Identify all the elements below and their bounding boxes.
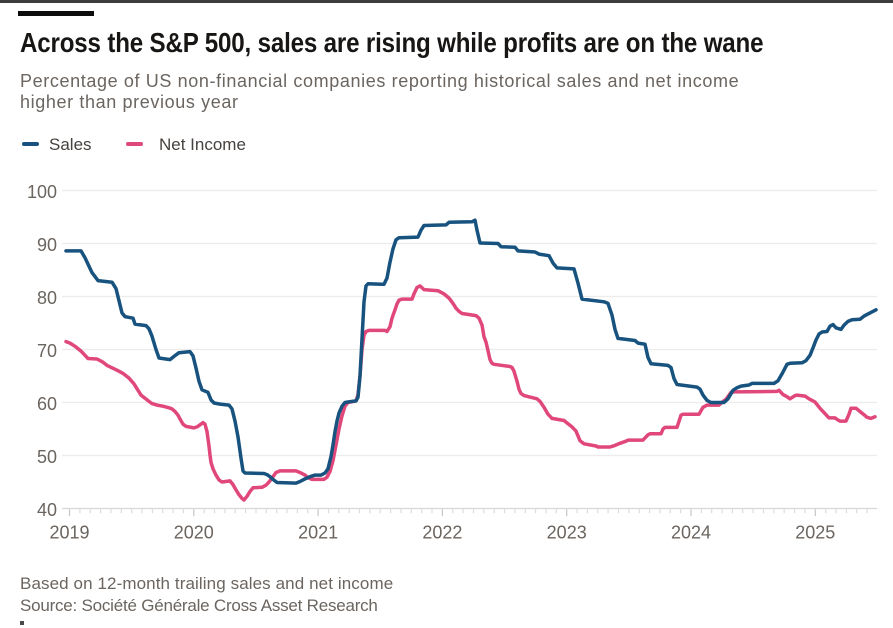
svg-text:2024: 2024 — [671, 523, 711, 543]
svg-text:80: 80 — [37, 288, 57, 308]
svg-text:2020: 2020 — [174, 523, 214, 543]
svg-text:50: 50 — [37, 447, 57, 467]
svg-text:2019: 2019 — [49, 523, 89, 543]
svg-text:60: 60 — [37, 394, 57, 414]
svg-text:2025: 2025 — [795, 523, 835, 543]
svg-text:2022: 2022 — [422, 523, 462, 543]
svg-text:2023: 2023 — [547, 523, 587, 543]
svg-text:90: 90 — [37, 235, 57, 255]
svg-text:40: 40 — [37, 500, 57, 520]
svg-text:70: 70 — [37, 341, 57, 361]
svg-text:100: 100 — [27, 182, 57, 202]
svg-text:2021: 2021 — [298, 523, 338, 543]
